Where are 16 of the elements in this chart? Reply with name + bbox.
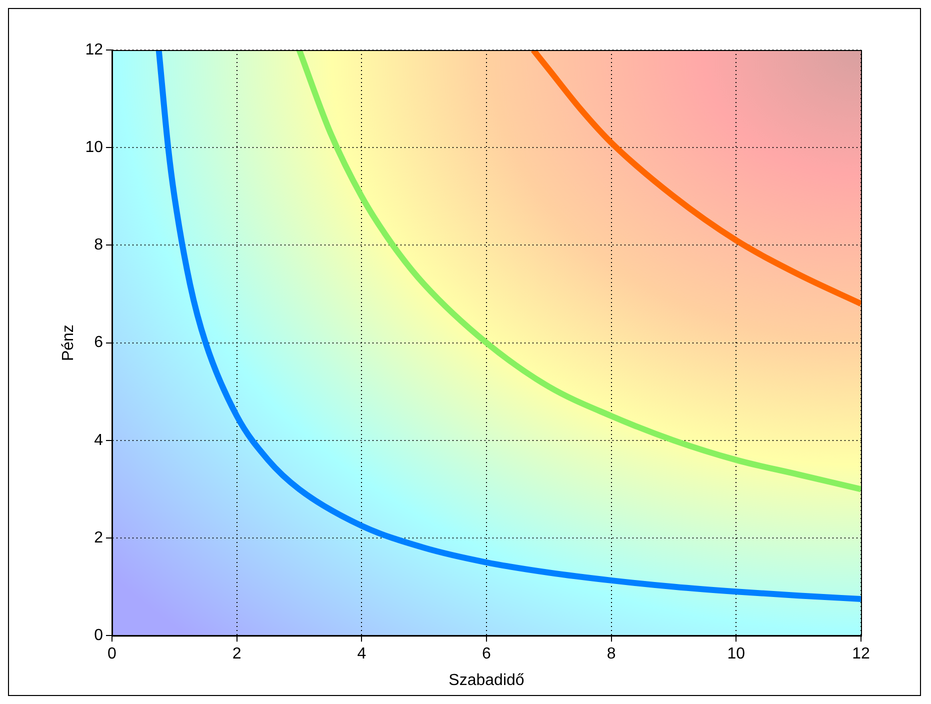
- y-tick-label: 8: [94, 236, 104, 254]
- x-tick-label: 10: [727, 646, 746, 663]
- y-tick-label: 6: [94, 334, 104, 352]
- y-tick-label: 12: [85, 41, 104, 58]
- y-axis-title: Pénz: [60, 324, 78, 362]
- x-tick-label: 4: [357, 646, 366, 663]
- x-tick-label: 6: [482, 646, 492, 663]
- x-tick-label: 2: [232, 646, 242, 663]
- x-tick-label: 8: [606, 646, 616, 663]
- y-tick-label: 0: [94, 627, 104, 644]
- x-tick-label: 12: [852, 646, 870, 663]
- x-axis-title: Szabadidő: [448, 672, 524, 689]
- x-tick-label: 0: [108, 646, 117, 663]
- y-tick-label: 2: [94, 529, 104, 546]
- y-tick-label: 10: [85, 139, 104, 156]
- y-tick-label: 4: [94, 432, 104, 449]
